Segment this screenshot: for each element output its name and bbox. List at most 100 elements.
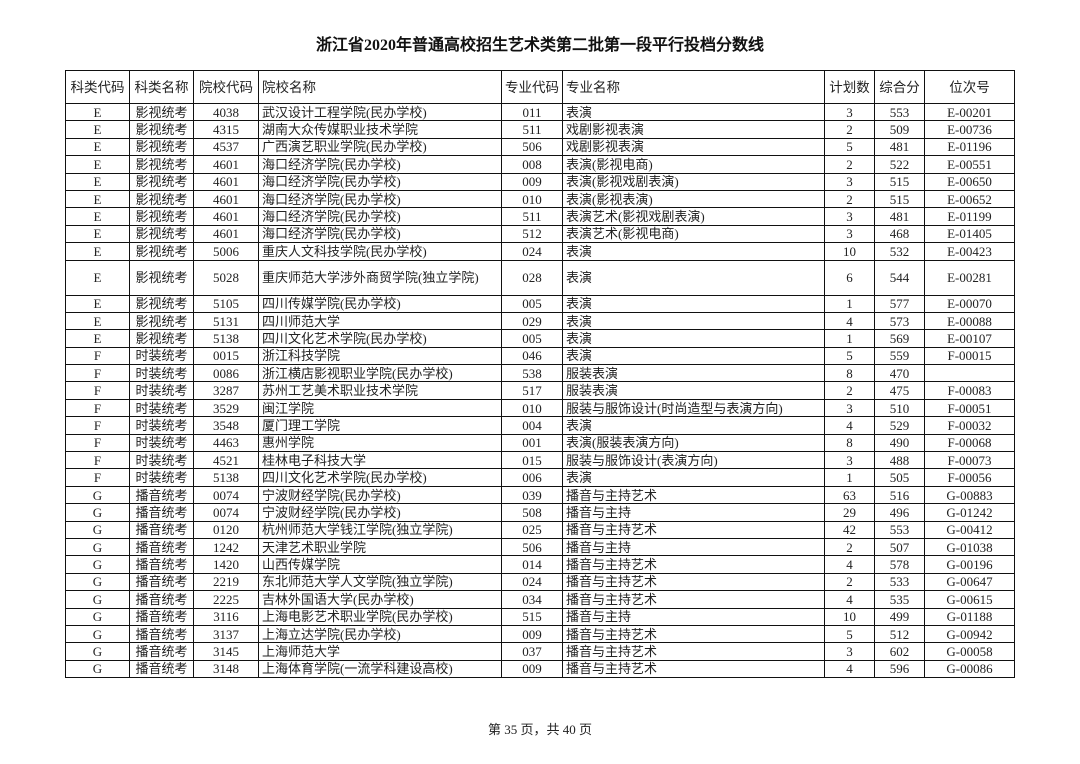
cell-category-code: G [65, 537, 130, 557]
cell-major-name: 播音与主持艺术 [562, 520, 825, 539]
cell-major-code: 508 [501, 503, 563, 522]
table-row: E 影视统考 5131 四川师范大学 029 表演 4 573 E-00088 [65, 311, 1015, 331]
cell-category-name: 播音统考 [129, 607, 194, 626]
cell-school-name: 桂林电子科技大学 [258, 451, 502, 470]
cell-plan-count: 63 [824, 485, 875, 505]
cell-major-code: 006 [501, 468, 563, 487]
cell-school-name: 山西传媒学院 [258, 555, 502, 574]
table-row: F 时装统考 4463 惠州学院 001 表演(服装表演方向) 8 490 F-00068 [65, 433, 1015, 453]
cell-category-name: 影视统考 [129, 294, 194, 313]
cell-rank: E-00423 [924, 242, 1015, 261]
cell-category-name: 影视统考 [129, 172, 194, 191]
cell-plan-count: 29 [824, 503, 875, 522]
cell-school-code: 0086 [193, 364, 259, 383]
cell-category-code: F [65, 416, 130, 435]
cell-plan-count: 4 [824, 416, 875, 435]
cell-category-name: 时装统考 [129, 433, 194, 453]
cell-composite-score: 522 [874, 155, 925, 174]
cell-composite-score: 490 [874, 433, 925, 453]
cell-rank: G-00196 [924, 555, 1015, 574]
cell-school-code: 3137 [193, 624, 259, 644]
cell-rank: G-01188 [924, 607, 1015, 626]
cell-school-name: 四川文化艺术学院(民办学校) [258, 468, 502, 487]
table-row: G 播音统考 2225 吉林外国语大学(民办学校) 034 播音与主持艺术 4 535 G-00… [65, 590, 1015, 609]
cell-major-name: 播音与主持艺术 [562, 485, 825, 505]
cell-rank: G-00412 [924, 520, 1015, 539]
cell-plan-count: 1 [824, 468, 875, 487]
cell-plan-count: 6 [824, 259, 875, 296]
cell-major-code: 008 [501, 155, 563, 174]
cell-school-code: 4038 [193, 102, 259, 122]
cell-school-code: 1420 [193, 555, 259, 574]
cell-plan-count: 5 [824, 624, 875, 644]
cell-composite-score: 496 [874, 503, 925, 522]
header-category-code: 科类代码 [65, 70, 130, 104]
cell-composite-score: 553 [874, 102, 925, 122]
cell-composite-score: 529 [874, 416, 925, 435]
cell-category-code: E [65, 120, 130, 139]
table-row: G 播音统考 3148 上海体育学院(一流学科建设高校) 009 播音与主持艺术 4 596 G… [65, 659, 1015, 679]
cell-major-code: 028 [501, 259, 563, 296]
table-row: E 影视统考 5105 四川传媒学院(民办学校) 005 表演 1 577 E-00070 [65, 294, 1015, 313]
cell-composite-score: 602 [874, 642, 925, 661]
cell-major-name: 表演 [562, 242, 825, 261]
cell-rank: F-00051 [924, 398, 1015, 418]
cell-plan-count: 3 [824, 224, 875, 244]
cell-composite-score: 516 [874, 485, 925, 505]
cell-school-name: 吉林外国语大学(民办学校) [258, 590, 502, 609]
header-major-code: 专业代码 [501, 70, 563, 104]
cell-major-name: 服装表演 [562, 364, 825, 383]
table-row: F 时装统考 4521 桂林电子科技大学 015 服装与服饰设计(表演方向) 3 488 F-0… [65, 451, 1015, 470]
cell-school-name: 海口经济学院(民办学校) [258, 207, 502, 226]
cell-school-code: 1242 [193, 537, 259, 557]
table-row: G 播音统考 3137 上海立达学院(民办学校) 009 播音与主持艺术 5 512 G-009… [65, 624, 1015, 644]
cell-category-name: 播音统考 [129, 659, 194, 679]
cell-major-name: 表演 [562, 102, 825, 122]
cell-rank: E-00088 [924, 311, 1015, 331]
cell-composite-score: 488 [874, 451, 925, 470]
cell-category-name: 播音统考 [129, 624, 194, 644]
cell-major-name: 表演(影视表演) [562, 189, 825, 209]
cell-plan-count: 2 [824, 537, 875, 557]
cell-plan-count: 5 [824, 346, 875, 366]
cell-major-code: 024 [501, 242, 563, 261]
cell-major-name: 表演 [562, 329, 825, 348]
cell-school-code: 4601 [193, 155, 259, 174]
header-school-name: 院校名称 [258, 70, 502, 104]
cell-category-code: E [65, 294, 130, 313]
cell-plan-count: 10 [824, 242, 875, 261]
cell-category-name: 时装统考 [129, 451, 194, 470]
cell-composite-score: 533 [874, 572, 925, 592]
cell-composite-score: 509 [874, 120, 925, 139]
cell-school-name: 惠州学院 [258, 433, 502, 453]
cell-major-name: 戏剧影视表演 [562, 137, 825, 157]
cell-category-name: 播音统考 [129, 555, 194, 574]
cell-major-code: 009 [501, 624, 563, 644]
cell-major-name: 表演(服装表演方向) [562, 433, 825, 453]
cell-major-code: 517 [501, 381, 563, 400]
cell-category-name: 影视统考 [129, 207, 194, 226]
cell-rank [924, 364, 1015, 383]
cell-school-code: 3116 [193, 607, 259, 626]
cell-composite-score: 535 [874, 590, 925, 609]
cell-school-name: 武汉设计工程学院(民办学校) [258, 102, 502, 122]
table-row: E 影视统考 5006 重庆人文科技学院(民办学校) 024 表演 10 532 E-00423 [65, 242, 1015, 261]
cell-category-code: E [65, 155, 130, 174]
cell-school-name: 海口经济学院(民办学校) [258, 189, 502, 209]
table-row: E 影视统考 4601 海口经济学院(民办学校) 512 表演艺术(影视电商) 3 468 E-… [65, 224, 1015, 244]
cell-plan-count: 2 [824, 189, 875, 209]
cell-composite-score: 559 [874, 346, 925, 366]
cell-school-code: 5138 [193, 468, 259, 487]
cell-category-code: E [65, 207, 130, 226]
cell-rank: E-01405 [924, 224, 1015, 244]
cell-major-code: 004 [501, 416, 563, 435]
cell-major-code: 039 [501, 485, 563, 505]
cell-category-code: F [65, 381, 130, 400]
cell-rank: G-01242 [924, 503, 1015, 522]
cell-school-code: 4521 [193, 451, 259, 470]
table-row: F 时装统考 5138 四川文化艺术学院(民办学校) 006 表演 1 505 F-00056 [65, 468, 1015, 487]
cell-plan-count: 3 [824, 172, 875, 191]
cell-school-code: 0074 [193, 503, 259, 522]
cell-category-code: E [65, 224, 130, 244]
cell-school-name: 东北师范大学人文学院(独立学院) [258, 572, 502, 592]
